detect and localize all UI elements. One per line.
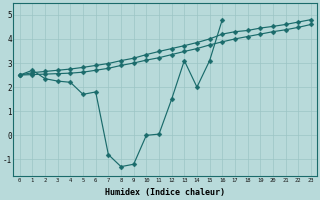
- X-axis label: Humidex (Indice chaleur): Humidex (Indice chaleur): [105, 188, 225, 197]
